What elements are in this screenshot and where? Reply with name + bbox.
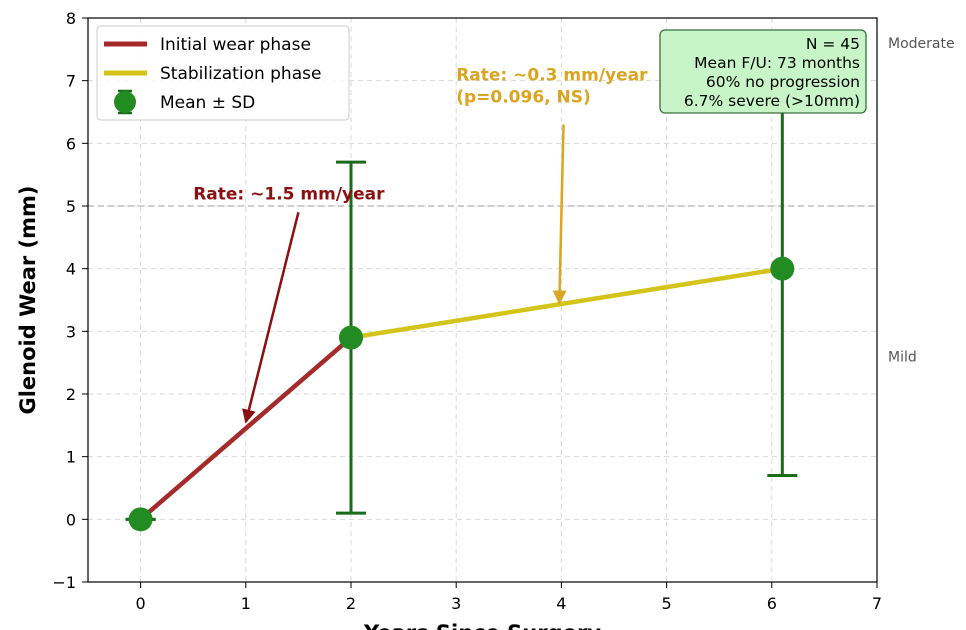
y-tick-label: 1 (66, 448, 76, 467)
data-point (128, 507, 153, 532)
annotation-text: (p=0.096, NS) (456, 88, 591, 108)
x-tick-label: 5 (662, 594, 672, 613)
plot-frame (87, 17, 878, 583)
info-box-line: 6.7% severe (>10mm) (684, 92, 860, 110)
y-tick-label: −1 (52, 573, 76, 592)
x-tick-label: 4 (556, 594, 566, 613)
data-point (770, 256, 795, 281)
x-tick-label: 7 (872, 594, 882, 613)
side-label: Mild (888, 349, 917, 365)
series-line-stabilization (348, 266, 785, 340)
y-tick-label: 5 (66, 197, 76, 216)
x-tick-label: 2 (346, 594, 356, 613)
side-label: Moderate (888, 36, 955, 52)
y-tick-label: 3 (66, 322, 76, 341)
y-tick-label: 4 (66, 260, 76, 279)
y-tick-label: 0 (66, 510, 76, 529)
y-tick-label: 8 (66, 9, 76, 28)
series-line-initial-wear (138, 335, 354, 522)
legend: Initial wear phase Stabilization phase Mea… (96, 25, 350, 121)
annotation-text: Rate: ~1.5 mm/year (193, 185, 385, 205)
legend-label: Mean ± SD (160, 93, 255, 113)
info-box-line: Mean F/U: 73 months (694, 54, 860, 72)
x-tick-label: 1 (241, 594, 251, 613)
data-point (339, 325, 363, 350)
x-tick-label: 6 (767, 594, 777, 613)
info-box-line: N = 45 (806, 35, 860, 53)
y-tick-label: 2 (66, 385, 76, 404)
y-axis-label: Glenoid Wear (mm) (16, 185, 40, 414)
annotation-text: Rate: ~0.3 mm/year (456, 66, 648, 86)
legend-label: Initial wear phase (160, 35, 311, 55)
y-tick-label: 6 (66, 134, 76, 153)
x-axis-label: Years Since Surgery (363, 621, 601, 630)
x-tick-label: 3 (451, 594, 461, 613)
legend-swatch-point (114, 91, 136, 113)
legend-box (96, 25, 350, 121)
info-box-background (659, 29, 867, 114)
info-box-line: 60% no progression (706, 73, 860, 91)
x-tick-label: 0 (136, 594, 146, 613)
legend-label: Stabilization phase (160, 64, 321, 84)
annotation-arrow (242, 211, 300, 424)
annotation-arrow (552, 124, 567, 305)
y-tick-label: 7 (66, 72, 76, 91)
